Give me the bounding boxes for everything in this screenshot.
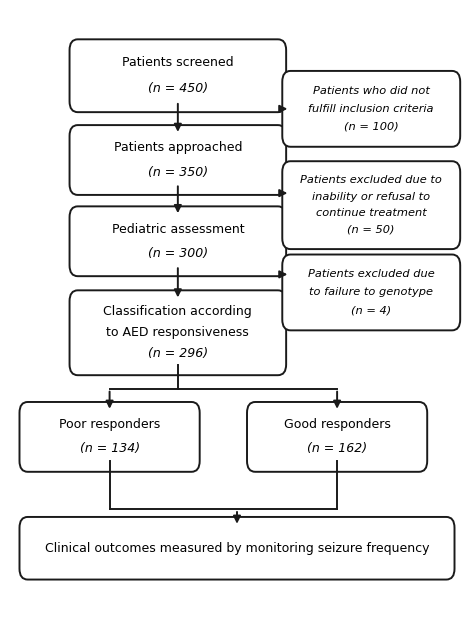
Text: (n = 162): (n = 162) bbox=[307, 443, 367, 455]
Text: (n = 100): (n = 100) bbox=[344, 122, 399, 132]
Text: Poor responders: Poor responders bbox=[59, 418, 160, 431]
FancyBboxPatch shape bbox=[70, 206, 286, 276]
FancyBboxPatch shape bbox=[247, 402, 427, 472]
Text: Patients who did not: Patients who did not bbox=[313, 86, 429, 96]
Text: Patients screened: Patients screened bbox=[122, 56, 234, 70]
Text: to failure to genotype: to failure to genotype bbox=[309, 287, 433, 297]
Text: Patients excluded due: Patients excluded due bbox=[308, 270, 435, 280]
Text: fulfill inclusion criteria: fulfill inclusion criteria bbox=[309, 104, 434, 114]
Text: Good responders: Good responders bbox=[283, 418, 391, 431]
Text: (n = 450): (n = 450) bbox=[148, 82, 208, 95]
Text: inability or refusal to: inability or refusal to bbox=[312, 192, 430, 202]
Text: (n = 350): (n = 350) bbox=[148, 166, 208, 179]
Text: Clinical outcomes measured by monitoring seizure frequency: Clinical outcomes measured by monitoring… bbox=[45, 542, 429, 555]
FancyBboxPatch shape bbox=[283, 161, 460, 249]
Text: Pediatric assessment: Pediatric assessment bbox=[111, 223, 244, 236]
Text: (n = 134): (n = 134) bbox=[80, 443, 140, 455]
Text: (n = 50): (n = 50) bbox=[347, 225, 395, 235]
Text: Patients approached: Patients approached bbox=[114, 142, 242, 154]
FancyBboxPatch shape bbox=[283, 71, 460, 147]
FancyBboxPatch shape bbox=[19, 402, 200, 472]
FancyBboxPatch shape bbox=[70, 40, 286, 112]
FancyBboxPatch shape bbox=[283, 255, 460, 330]
FancyBboxPatch shape bbox=[19, 517, 455, 579]
Text: (n = 300): (n = 300) bbox=[148, 247, 208, 260]
FancyBboxPatch shape bbox=[70, 125, 286, 195]
Text: continue treatment: continue treatment bbox=[316, 208, 427, 218]
Text: to AED responsiveness: to AED responsiveness bbox=[107, 326, 249, 339]
Text: Patients excluded due to: Patients excluded due to bbox=[301, 176, 442, 186]
Text: Classification according: Classification according bbox=[103, 305, 252, 318]
FancyBboxPatch shape bbox=[70, 290, 286, 375]
Text: (n = 4): (n = 4) bbox=[351, 305, 392, 315]
Text: (n = 296): (n = 296) bbox=[148, 347, 208, 361]
